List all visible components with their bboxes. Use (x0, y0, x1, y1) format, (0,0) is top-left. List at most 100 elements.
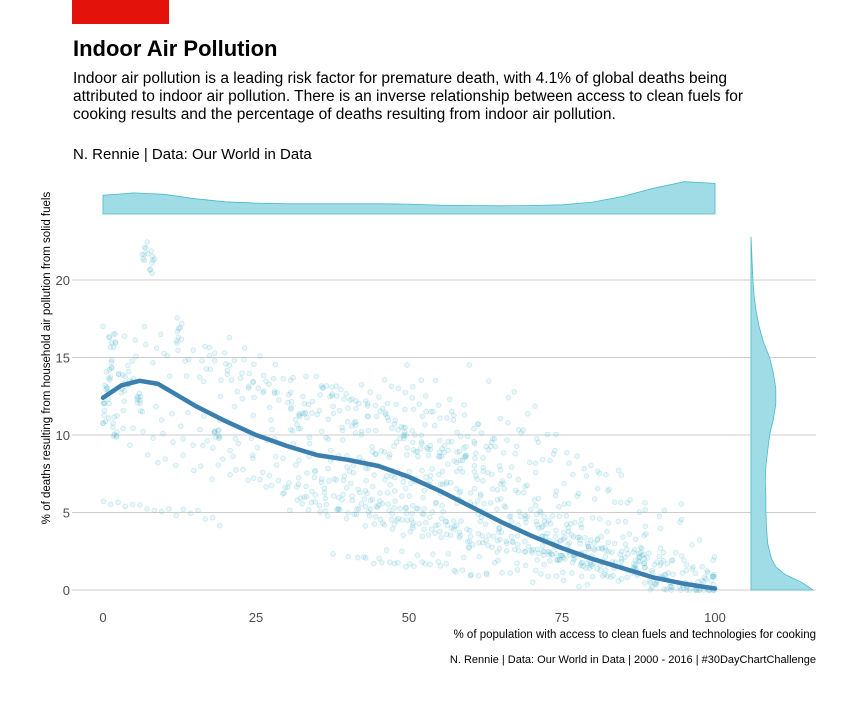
scatter-point (197, 426, 203, 433)
scatter-point (579, 559, 585, 566)
scatter-point (358, 428, 365, 435)
scatter-point (567, 520, 574, 527)
scatter-point (480, 478, 486, 484)
scatter-point (343, 515, 350, 522)
scatter-point (426, 514, 433, 521)
scatter-point (391, 474, 398, 481)
scatter-point (362, 555, 369, 561)
scatter-point (409, 502, 416, 509)
scatter-point (397, 505, 403, 512)
scatter-point (175, 334, 182, 341)
scatter-point (617, 499, 624, 506)
scatter-point (518, 430, 525, 436)
scatter-point (636, 553, 642, 560)
scatter-point (544, 530, 550, 537)
scatter-point (690, 564, 696, 570)
scatter-point (386, 559, 393, 566)
scatter-point (106, 375, 112, 382)
scatter-point (301, 494, 308, 500)
scatter-point (672, 549, 679, 556)
scatter-point (140, 428, 146, 435)
scatter-point (649, 567, 655, 574)
scatter-point (439, 468, 446, 475)
scatter-point (480, 455, 486, 461)
scatter-point (318, 383, 325, 389)
scatter-point (382, 410, 389, 416)
scatter-point (401, 429, 408, 436)
scatter-point (155, 459, 161, 466)
scatter-point (511, 546, 518, 553)
scatter-point (515, 476, 521, 483)
scatter-point (495, 557, 501, 564)
scatter-point (118, 389, 124, 396)
scatter-point (524, 410, 531, 417)
scatter-point (496, 525, 502, 532)
scatter-point (133, 353, 139, 360)
scatter-point (560, 536, 567, 543)
scatter-point (478, 514, 485, 521)
scatter-point (503, 548, 510, 554)
scatter-point (525, 543, 532, 550)
scatter-point (413, 448, 419, 455)
scatter-point (419, 413, 426, 420)
scatter-point (618, 472, 625, 479)
scatter-point (703, 576, 709, 582)
scatter-point (667, 583, 673, 590)
y-density (750, 236, 815, 591)
scatter-point (535, 495, 542, 502)
scatter-point (445, 447, 451, 454)
scatter-point (642, 523, 649, 530)
scatter-point (218, 377, 224, 384)
scatter-point (566, 460, 572, 466)
scatter-point (457, 433, 464, 440)
scatter-point (429, 509, 436, 515)
scatter-point (471, 425, 477, 432)
scatter-point (295, 481, 302, 488)
scatter-point (515, 489, 521, 496)
scatter-point (649, 569, 656, 576)
scatter-point (376, 555, 382, 562)
scatter-point (421, 526, 427, 532)
scatter-point (524, 482, 530, 489)
scatter-point (488, 439, 495, 446)
scatter-point (532, 469, 539, 476)
x-density-area (102, 181, 716, 215)
scatter-point (334, 507, 340, 513)
scatter-point (383, 547, 390, 553)
scatter-point (287, 389, 294, 396)
scatter-point (147, 266, 154, 273)
scatter-point (391, 488, 398, 494)
scatter-point (605, 539, 612, 546)
scatter-point (286, 507, 293, 514)
scatter-point (656, 513, 663, 519)
scatter-point (340, 477, 347, 484)
scatter-point (121, 333, 128, 340)
scatter-point (355, 486, 361, 493)
scatter-point (554, 556, 560, 563)
scatter-point (556, 557, 563, 563)
scatter-point (539, 543, 546, 549)
scatter-point (212, 357, 218, 364)
scatter-point (699, 563, 705, 570)
scatter-point (594, 537, 600, 543)
scatter-point (308, 499, 315, 506)
scatter-point (400, 424, 407, 431)
scatter-point (549, 512, 556, 519)
scatter-point (362, 488, 369, 494)
scatter-point (641, 560, 648, 567)
scatter-point (435, 402, 442, 409)
scatter-point (474, 476, 481, 482)
scatter-point (245, 477, 251, 484)
scatter-point (393, 439, 400, 446)
scatter-point (515, 426, 522, 433)
scatter-point (282, 484, 288, 491)
scatter-point (512, 487, 519, 494)
scatter-point (388, 473, 395, 480)
scatter-point (556, 556, 563, 563)
scatter-point (231, 357, 238, 364)
scatter-point (560, 554, 566, 561)
scatter-point (318, 428, 325, 435)
scatter-point (557, 552, 564, 558)
scatter-point (549, 552, 555, 558)
scatter-point (216, 427, 222, 433)
